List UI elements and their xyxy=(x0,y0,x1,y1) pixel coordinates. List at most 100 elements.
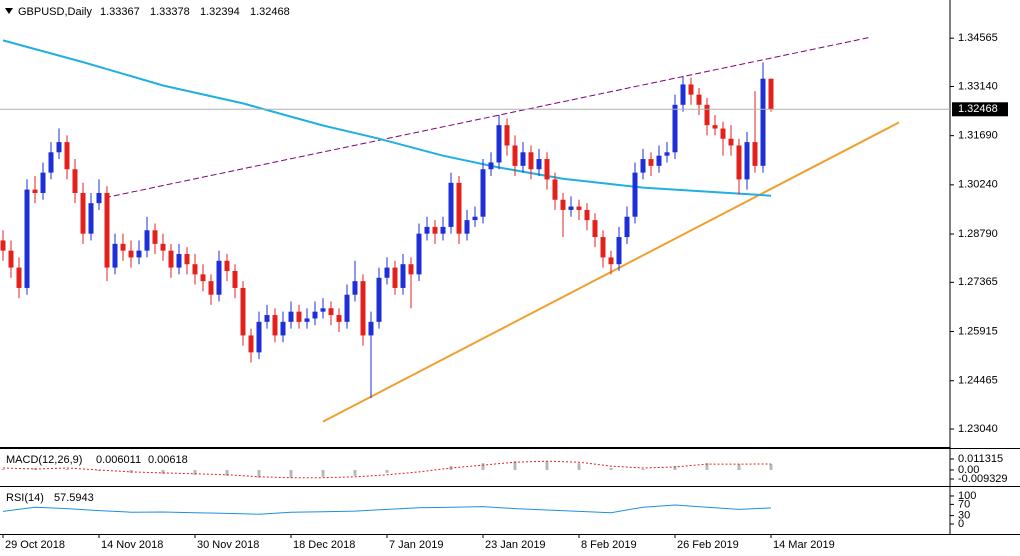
x-tick-label: 14 Mar 2019 xyxy=(773,539,835,551)
candle-body xyxy=(312,311,318,319)
candle-body xyxy=(728,138,734,146)
macd-bar xyxy=(289,469,293,478)
y-tick-label: 100 xyxy=(958,490,976,502)
x-tick-label: 26 Feb 2019 xyxy=(677,539,739,551)
candle-body xyxy=(536,159,542,170)
candle-body xyxy=(352,281,358,295)
candle-body xyxy=(656,155,662,166)
candle-body xyxy=(168,250,174,268)
signal-value: 0.00618 xyxy=(148,454,188,466)
candle-body xyxy=(448,182,454,227)
macd-bar xyxy=(609,468,613,470)
candle-body xyxy=(144,230,150,251)
candle-body xyxy=(8,250,14,268)
y-tick-label: 1.33140 xyxy=(958,80,998,92)
candle-body xyxy=(72,169,78,193)
candle-body xyxy=(296,311,302,322)
candle-body xyxy=(184,254,190,265)
candle-body xyxy=(104,192,110,268)
candle-body xyxy=(576,206,582,210)
moving-average xyxy=(2,39,772,197)
macd-bar xyxy=(65,468,69,470)
macd-title: MACD(12,26,9) xyxy=(6,454,82,466)
candle-body xyxy=(560,199,566,210)
candle-body xyxy=(512,145,518,166)
x-tick-label: 7 Jan 2019 xyxy=(389,539,443,551)
y-tick-label: 1.30240 xyxy=(958,179,998,191)
macd-bar xyxy=(225,469,229,476)
macd-bar xyxy=(385,469,389,473)
candle-body xyxy=(624,216,630,238)
candle-body xyxy=(344,294,350,322)
candle-body xyxy=(40,172,46,193)
candle-body xyxy=(544,159,550,180)
candle-body xyxy=(376,277,382,322)
y-tick-label: 1.24465 xyxy=(958,375,998,387)
candle-body xyxy=(232,270,238,288)
current-price-label: 1.32468 xyxy=(958,103,998,115)
candle-body xyxy=(368,321,374,336)
candle-body xyxy=(176,254,182,268)
candle-body xyxy=(96,192,102,204)
x-tick-label: 8 Feb 2019 xyxy=(581,539,637,551)
macd-bar xyxy=(257,469,261,478)
candle-body xyxy=(288,311,294,322)
candle-body xyxy=(0,240,6,251)
current-price-box xyxy=(952,102,1008,117)
macd-bar xyxy=(705,463,709,470)
chart-title: GBPUSD,Daily xyxy=(18,6,92,18)
candle-body xyxy=(520,152,526,166)
y-tick-label: 1.28790 xyxy=(958,228,998,240)
y-tick-label: 30 xyxy=(958,510,970,522)
high-value: 1.33378 xyxy=(150,6,190,18)
candle-body xyxy=(136,250,142,258)
y-tick-label: 0.00 xyxy=(958,464,979,476)
y-tick-label: 1.34565 xyxy=(958,32,998,44)
candle-body xyxy=(432,226,438,234)
candle-body xyxy=(48,152,54,173)
candle-body xyxy=(320,308,326,312)
candle-body xyxy=(192,264,198,275)
macd-bar xyxy=(769,464,773,470)
macd-bar xyxy=(737,464,741,470)
y-tick-label: 1.27365 xyxy=(958,276,998,288)
x-tick-label: 14 Nov 2018 xyxy=(101,539,163,551)
candle-body xyxy=(768,78,774,110)
candle-body xyxy=(744,142,750,180)
candle-body xyxy=(24,189,30,288)
low-value: 1.32394 xyxy=(200,6,240,18)
candle-body xyxy=(440,226,446,234)
candle-body xyxy=(392,267,398,288)
x-tick-label: 30 Nov 2018 xyxy=(197,539,259,551)
candle-body xyxy=(240,287,246,336)
close-value: 1.32468 xyxy=(250,6,290,18)
candle-body xyxy=(256,321,262,353)
y-tick-label: 1.23040 xyxy=(958,423,998,435)
candle-body xyxy=(208,281,214,295)
candle-body xyxy=(336,315,342,322)
candle-body xyxy=(664,152,670,156)
open-value: 1.33367 xyxy=(100,6,140,18)
candle-body xyxy=(640,159,646,173)
candle-body xyxy=(264,315,270,322)
candle-body xyxy=(456,182,462,234)
candle-body xyxy=(552,179,558,200)
rsi-title: RSI(14) xyxy=(6,492,44,504)
macd-bar xyxy=(641,468,645,470)
trendline xyxy=(104,36,871,199)
candle-body xyxy=(632,172,638,217)
candle-body xyxy=(584,209,590,221)
candle-body xyxy=(56,142,62,153)
candle-body xyxy=(600,237,606,258)
candle-body xyxy=(688,84,694,95)
x-tick-label: 18 Dec 2018 xyxy=(293,539,355,551)
x-tick-label: 29 Oct 2018 xyxy=(5,539,65,551)
candle-body xyxy=(504,125,510,146)
menu-arrow[interactable] xyxy=(5,8,13,14)
candle-body xyxy=(216,260,222,295)
candle-body xyxy=(528,152,534,170)
macd-value: 0.006011 xyxy=(96,454,141,466)
